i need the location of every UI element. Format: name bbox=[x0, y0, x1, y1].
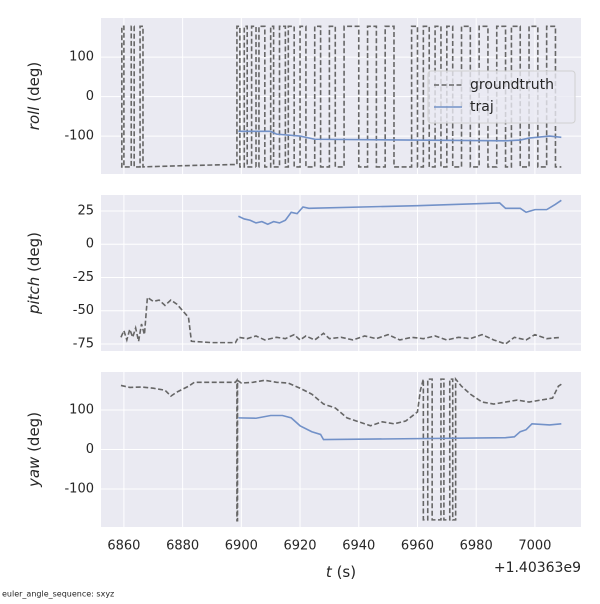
y-axis-label: roll (deg) bbox=[25, 62, 43, 130]
x-label-unit: (s) bbox=[337, 563, 357, 581]
y-axis-label: pitch (deg) bbox=[25, 232, 43, 315]
x-tick-label: 6980 bbox=[460, 539, 493, 554]
y-tick-label: 100 bbox=[69, 402, 94, 417]
y-tick-label: 0 bbox=[86, 442, 94, 457]
series-line bbox=[238, 199, 562, 226]
y-label-symbol: yaw bbox=[25, 456, 43, 488]
legend-label: traj bbox=[470, 99, 494, 115]
x-tick-label: 6880 bbox=[166, 539, 199, 554]
series-line bbox=[120, 25, 562, 168]
y-tick-label: -100 bbox=[64, 129, 94, 144]
y-label-unit: (deg) bbox=[25, 412, 43, 452]
x-tick-label: 6940 bbox=[342, 539, 375, 554]
y-axis-label: yaw (deg) bbox=[25, 412, 43, 488]
legend-label: groundtruth bbox=[470, 77, 554, 93]
series-line bbox=[120, 376, 562, 522]
x-tick-label: 7000 bbox=[518, 539, 551, 554]
y-label-symbol: pitch bbox=[25, 277, 43, 315]
series-line bbox=[238, 130, 562, 142]
y-tick-label: -75 bbox=[73, 336, 94, 351]
plot-area bbox=[101, 195, 581, 351]
y-tick-label: 25 bbox=[77, 203, 94, 218]
legend-box bbox=[427, 70, 576, 124]
y-tick-label: 100 bbox=[69, 50, 94, 65]
footer: euler_angle_sequence: sxyz bbox=[2, 590, 114, 599]
x-label-symbol: t bbox=[326, 563, 333, 581]
x-offset-label: +1.40363e9 bbox=[494, 560, 581, 576]
y-tick-label: -50 bbox=[73, 303, 94, 318]
y-tick-label: 0 bbox=[86, 89, 94, 104]
y-label-symbol: roll bbox=[25, 106, 43, 131]
x-axis-label: t (s) bbox=[326, 563, 356, 581]
series-line bbox=[120, 295, 562, 345]
y-tick-label: 0 bbox=[86, 237, 94, 252]
series-line bbox=[238, 414, 562, 441]
x-tick-label: 6860 bbox=[107, 539, 140, 554]
x-tick-label: 6900 bbox=[225, 539, 258, 554]
y-tick-label: -100 bbox=[64, 482, 94, 497]
x-tick-label: 6920 bbox=[283, 539, 316, 554]
y-tick-label: -25 bbox=[73, 270, 94, 285]
x-tick-label: 6960 bbox=[401, 539, 434, 554]
y-label-unit: (deg) bbox=[25, 62, 43, 102]
y-label-unit: (deg) bbox=[25, 232, 43, 272]
